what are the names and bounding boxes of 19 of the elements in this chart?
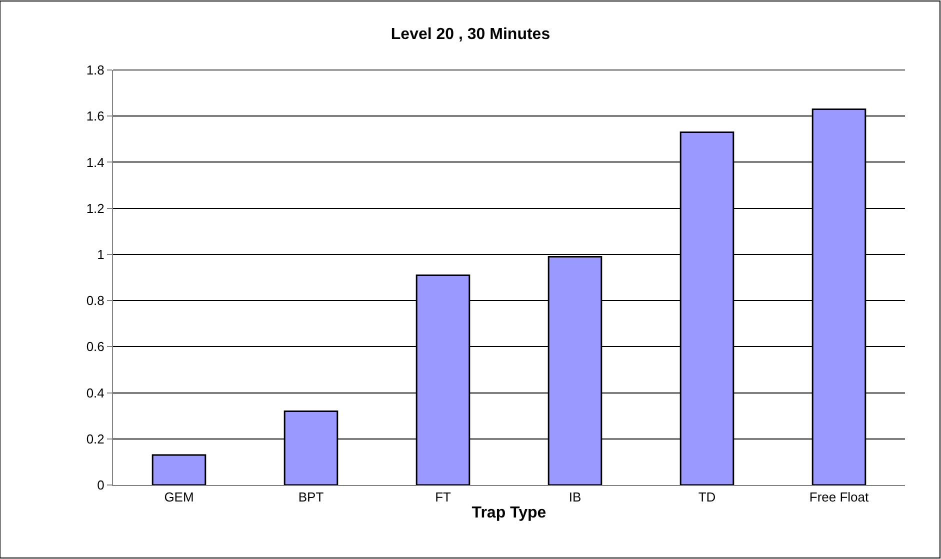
- chart-title: Level 20 , 30 Minutes: [390, 26, 550, 44]
- y-tick-label: 1: [97, 246, 104, 262]
- y-tick-label: 0.2: [86, 431, 104, 446]
- bar: [152, 454, 206, 485]
- x-tick-label: TD: [698, 490, 716, 505]
- y-tick-label: 1.4: [86, 154, 104, 170]
- x-tick-label: IB: [568, 490, 582, 505]
- y-tick-label: 0.8: [86, 293, 104, 308]
- y-tick-label: 0: [97, 478, 104, 493]
- y-tick-label: 0.4: [86, 385, 104, 400]
- y-tick-label: 1.6: [86, 108, 104, 124]
- y-tick-label: 0.6: [86, 339, 104, 354]
- x-tick-label: GEM: [164, 490, 194, 505]
- y-tick-label: 1.2: [86, 200, 104, 216]
- x-tick-label: Free Float: [809, 490, 870, 505]
- x-tick-label: BPT: [298, 490, 324, 505]
- y-tick-label: 1.8: [86, 62, 104, 78]
- x-axis-title: Trap Type: [472, 504, 546, 522]
- x-tick-label: FT: [435, 490, 451, 505]
